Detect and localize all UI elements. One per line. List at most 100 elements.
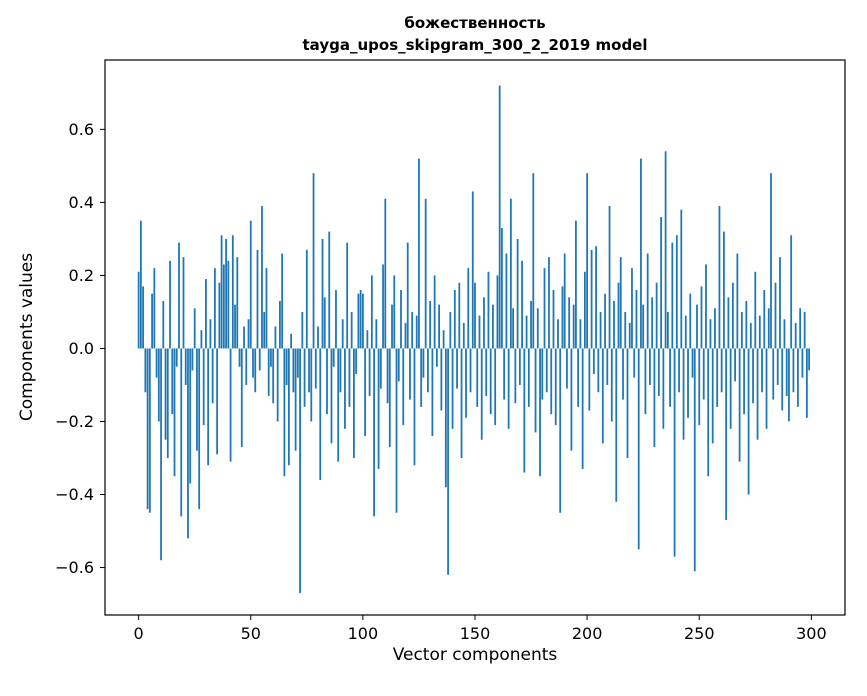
bar: [359, 290, 362, 349]
x-tick-label: 0: [134, 624, 144, 643]
bar: [779, 257, 781, 349]
bar: [435, 348, 438, 367]
bar: [557, 319, 559, 349]
bar: [169, 260, 171, 349]
bar: [272, 348, 275, 404]
y-tick-label: −0.2: [55, 412, 94, 431]
x-tick-label: 250: [684, 624, 715, 643]
bar: [467, 268, 470, 349]
bar: [498, 85, 501, 349]
bar: [458, 282, 461, 349]
bar: [660, 217, 663, 349]
bar: [747, 348, 750, 495]
bar: [566, 348, 568, 389]
x-axis-label: Vector components: [392, 645, 558, 665]
bar: [189, 348, 192, 484]
bar: [308, 348, 310, 393]
bar: [447, 348, 449, 575]
bar: [139, 220, 142, 349]
bar: [518, 348, 521, 385]
bar: [249, 220, 252, 349]
bar: [377, 348, 380, 469]
bar: [651, 297, 654, 349]
bar: [379, 348, 382, 389]
y-tick-label: 0.0: [69, 339, 94, 358]
bar: [516, 238, 519, 349]
bar: [476, 348, 479, 407]
bar: [254, 348, 257, 393]
bar: [752, 348, 754, 404]
bar: [388, 348, 391, 448]
bar: [570, 348, 573, 451]
bar: [404, 322, 407, 349]
bar: [709, 319, 712, 349]
bar: [400, 290, 402, 349]
bar: [220, 235, 223, 349]
bar: [801, 348, 804, 378]
bar: [279, 300, 281, 349]
bar: [438, 304, 441, 349]
bar: [440, 348, 443, 411]
bar: [153, 268, 156, 349]
bar: [229, 348, 232, 462]
bar: [234, 304, 236, 349]
bar: [501, 227, 503, 349]
bar: [563, 253, 566, 349]
bar: [714, 308, 716, 349]
x-tick-label: 100: [348, 624, 379, 643]
bar: [328, 231, 331, 349]
bar: [608, 206, 611, 349]
bar: [628, 322, 631, 349]
bar: [615, 348, 618, 502]
bar: [761, 348, 763, 393]
bar: [424, 198, 427, 349]
bar: [675, 235, 678, 349]
bar: [644, 348, 647, 415]
bar: [413, 348, 416, 466]
y-axis-label: Components values: [17, 252, 37, 422]
bar: [693, 348, 696, 572]
bar: [393, 275, 396, 349]
bar: [783, 319, 786, 349]
bar: [382, 264, 384, 349]
bar: [642, 304, 645, 349]
bar: [433, 275, 436, 349]
bar: [808, 348, 811, 371]
bar: [187, 348, 189, 539]
bar: [552, 290, 555, 349]
bar: [729, 348, 732, 429]
bar: [590, 249, 593, 349]
bar: [205, 279, 207, 349]
bar: [449, 311, 452, 349]
bar: [471, 191, 474, 349]
bar: [657, 348, 660, 396]
bar: [209, 319, 212, 349]
bar: [734, 348, 737, 382]
bar: [368, 348, 371, 396]
bar: [550, 348, 553, 415]
bar: [225, 238, 227, 349]
bar: [202, 348, 205, 426]
bar: [355, 348, 358, 375]
bar: [166, 348, 169, 458]
bar: [155, 348, 158, 378]
bar: [216, 348, 219, 455]
bar: [671, 242, 674, 349]
bar: [294, 348, 297, 451]
bar: [718, 206, 721, 349]
bar: [503, 348, 506, 400]
bar: [287, 348, 290, 466]
bar: [613, 300, 615, 349]
bar: [505, 253, 508, 349]
bar: [142, 286, 145, 349]
bar: [534, 348, 537, 433]
bar: [395, 348, 398, 513]
bar: [469, 348, 472, 393]
bar: [171, 348, 174, 415]
bar: [431, 348, 434, 437]
bar: [799, 308, 802, 349]
bar: [348, 348, 351, 407]
bar: [330, 348, 333, 444]
bar: [577, 348, 580, 407]
bar: [548, 257, 550, 349]
